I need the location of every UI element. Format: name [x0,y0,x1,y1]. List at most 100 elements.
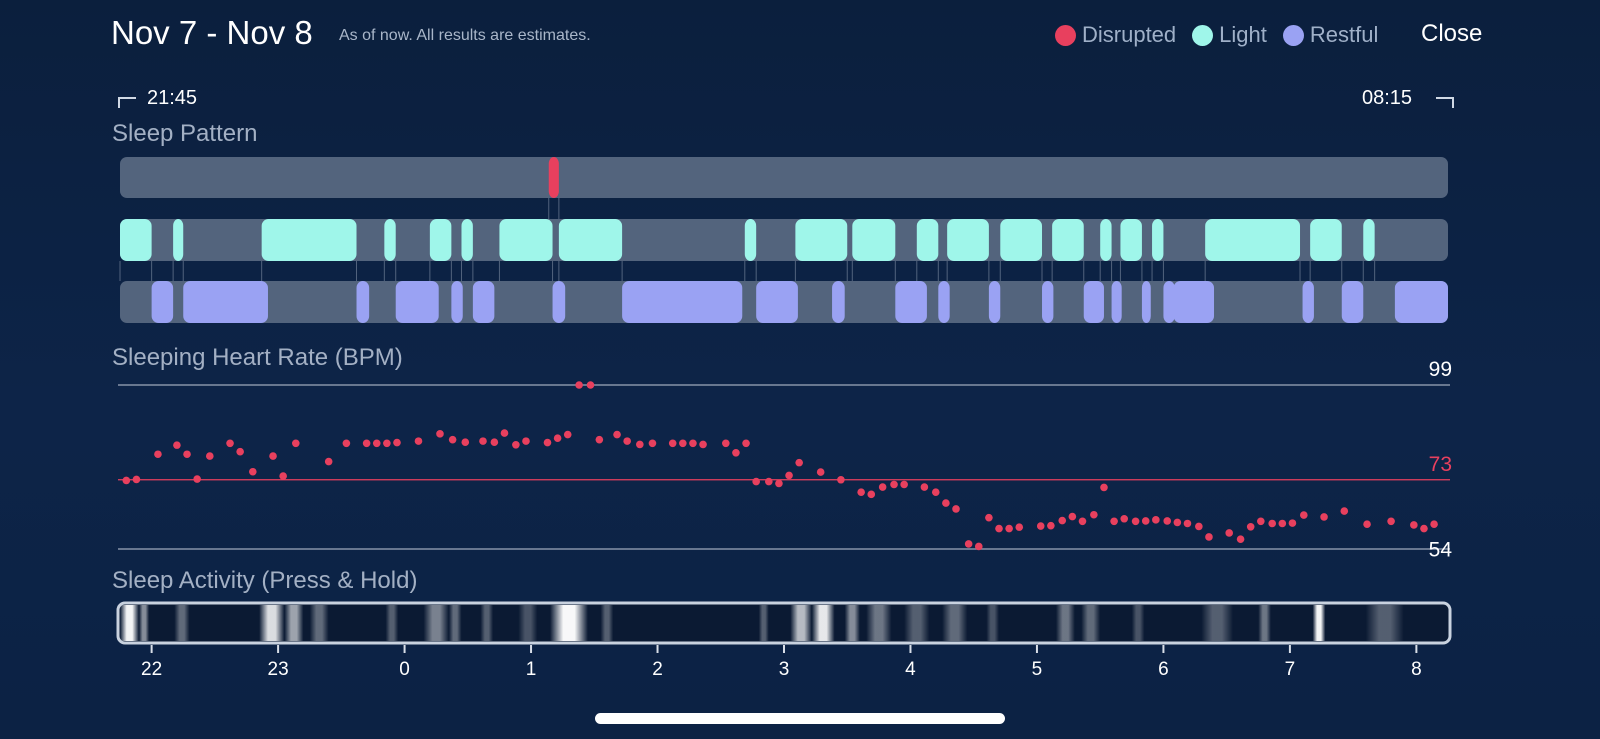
activity-band [120,605,139,641]
hr-point [752,477,760,486]
light-segment [1363,219,1375,261]
activity-band [942,605,968,641]
activity-band [138,605,150,641]
reference-label: 73 [1429,453,1452,476]
hr-point [500,429,509,437]
axis-tick-label: 1 [526,659,537,680]
hr-point [613,430,621,439]
hr-point [414,437,423,445]
hr-point [154,450,162,459]
light-segment [795,219,848,261]
activity-band [448,605,462,641]
restful-segment [938,281,950,323]
axis-tick-label: 3 [779,659,790,680]
activity-band [600,605,614,641]
hr-point [623,437,631,445]
legend-item-light: Light [1192,22,1267,48]
light-track [120,219,1448,261]
axis-tick-label: 4 [905,659,916,680]
hr-point [785,471,793,480]
light-segment [1120,219,1142,261]
start-bracket-icon [118,97,136,108]
hr-point [362,439,371,448]
hr-point [1015,523,1024,531]
light-dot-icon [1192,24,1214,46]
hr-point [1278,519,1287,528]
hr-point [699,440,707,449]
restful-segment [988,281,1001,323]
light-segment [173,219,184,261]
hr-point [553,434,562,443]
hr-point [1163,517,1172,525]
hr-point [1268,519,1276,528]
hr-point [122,476,131,485]
restful-segment [1042,281,1054,323]
legend-label: Light [1219,22,1267,47]
hr-point [132,475,141,484]
legend: Disrupted Light Restful [1055,22,1394,48]
end-time: 08:15 [1362,87,1413,109]
hr-point [920,483,929,491]
hr-point [461,438,470,447]
hr-point [1078,517,1087,526]
hr-point [586,381,595,389]
start-time: 21:45 [147,87,198,109]
hr-point [1300,511,1308,519]
axis-tick-label: 2 [652,659,663,680]
close-button[interactable]: Close [1421,20,1483,47]
hr-point [173,441,181,449]
light-segment [120,219,152,261]
activity-band [758,605,769,641]
hr-point [867,490,876,499]
hr-point [1173,518,1182,527]
restful-segment [1302,281,1314,323]
activity-band [790,605,812,641]
light-segment [499,219,553,261]
hr-point [383,439,391,448]
home-indicator[interactable] [595,713,1005,724]
light-segment [947,219,989,261]
activity-band [174,605,190,641]
hr-point [324,457,333,466]
hr-point [952,505,960,513]
hr-point [1005,524,1013,533]
activity-band [844,605,860,641]
disrupted-dot-icon [1055,24,1076,46]
restful-segment [472,281,495,323]
axis-tick-label: 6 [1158,659,1169,680]
hr-point [995,524,1003,533]
hr-point [1120,514,1129,523]
restful-segment [1163,281,1175,323]
hr-point [1246,522,1255,531]
restful-segment [895,281,927,323]
activity-band [385,605,399,641]
restful-segment [1111,281,1122,323]
hr-point [648,439,657,448]
activity-band [811,605,835,641]
hr-point [1058,516,1067,525]
hr-point [1110,517,1118,526]
hr-point [1320,513,1328,521]
restful-segment [756,281,798,323]
light-segment [852,219,896,261]
activity-band [1258,605,1271,641]
light-segment [261,219,357,261]
hr-point [1068,512,1077,521]
hr-point [1340,507,1349,515]
activity-band [1131,605,1145,641]
light-segment [1100,219,1112,261]
activity-band [550,605,588,641]
activity-band [518,605,538,641]
heart-rate-title: Sleeping Heart Rate (BPM) [112,344,403,371]
activity-band [1081,605,1101,641]
light-segment [1152,219,1164,261]
hr-point [1236,535,1245,543]
restful-segment [356,281,370,323]
hr-point [795,458,803,467]
restful-segment [151,281,174,323]
hr-point [775,479,783,488]
sleep-activity-title: Sleep Activity (Press & Hold) [112,567,418,594]
